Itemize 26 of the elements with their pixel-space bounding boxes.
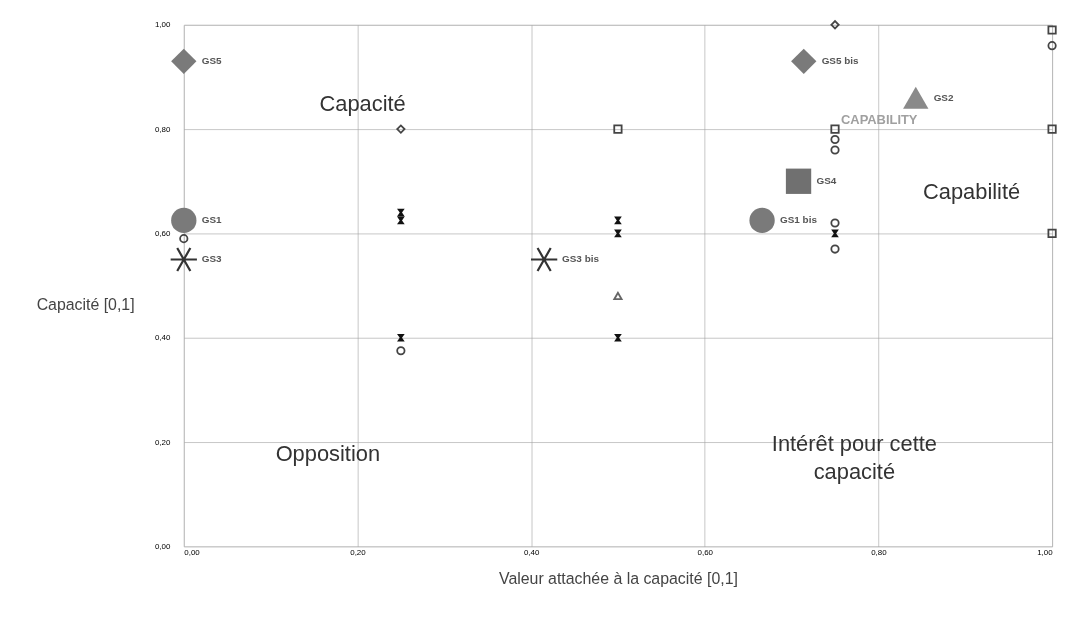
y-tick-label: 1,00 [154, 20, 171, 30]
annotation: CAPABILITY [840, 112, 918, 128]
annotation: GS1 [201, 214, 223, 226]
annotation: GS3 bis [562, 253, 600, 265]
y-tick-label: 0,60 [154, 228, 171, 238]
annotation: Opposition [275, 440, 381, 466]
annotation: Capabilité [923, 178, 1021, 204]
annotation: GS5 [201, 55, 223, 67]
annotation: GS5 bis [821, 55, 860, 67]
y-axis-title: Capacité [0,1] [36, 296, 135, 314]
annotation: GS1 bis [779, 214, 818, 226]
annotation: GS3 [201, 253, 223, 265]
annotation: GS4 [816, 175, 837, 187]
x-tick-label: 0,40 [523, 547, 540, 557]
y-tick-label: 0,80 [154, 124, 171, 134]
x-tick-label: 0,80 [871, 547, 888, 557]
x-tick-label: 0,00 [184, 547, 201, 557]
y-tick-label: 0,40 [154, 333, 171, 343]
x-tick-label: 0,60 [697, 547, 714, 557]
y-tick-label: 0,20 [154, 437, 171, 447]
x-axis-title: Valeur attachée à la capacité [0,1] [499, 569, 738, 587]
annotation: GS2 [933, 91, 954, 103]
x-tick-label: 1,00 [1037, 547, 1054, 557]
annotation: Intérêt pour cette capacité [771, 430, 937, 485]
annotation: Capacité [319, 91, 406, 117]
x-tick-label: 0,20 [350, 547, 367, 557]
